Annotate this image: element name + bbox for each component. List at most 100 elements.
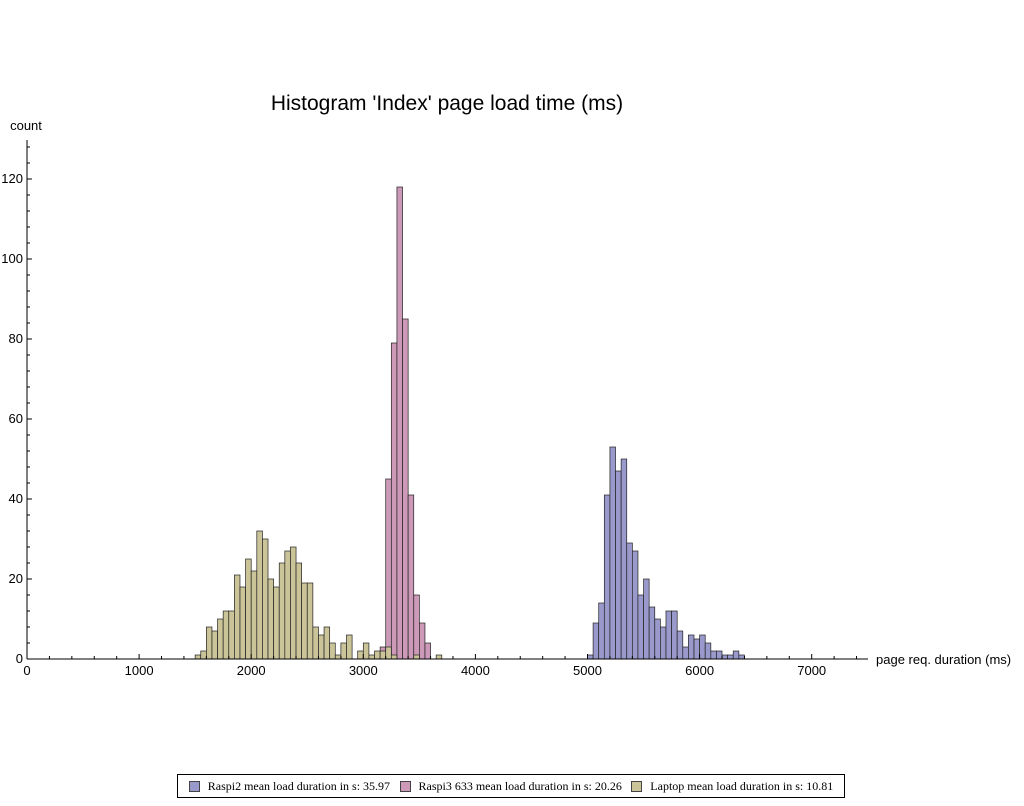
- bar-raspi2-5900: [688, 634, 695, 660]
- bar-laptop-1650: [211, 630, 218, 660]
- bar-raspi2-5550: [648, 606, 656, 660]
- y-axis-label: count: [10, 118, 42, 133]
- x-tick-label: 1000: [125, 663, 154, 678]
- x-tick-label: 0: [23, 663, 30, 678]
- bar-laptop-2200: [273, 586, 280, 660]
- y-tick-label: 40: [9, 491, 23, 506]
- y-tick-label: 60: [9, 411, 23, 426]
- x-axis-label: page req. duration (ms): [876, 652, 1011, 667]
- bar-laptop-3050: [368, 654, 375, 660]
- legend: Raspi2 mean load duration in s: 35.97 Ra…: [177, 774, 845, 798]
- y-tick-label: 0: [16, 651, 23, 666]
- bar-raspi2-5450: [637, 594, 644, 660]
- bar-laptop-1850: [234, 574, 241, 660]
- bar-laptop-2150: [267, 578, 274, 660]
- bar-raspi2-6100: [710, 650, 717, 660]
- bar-laptop-2500: [306, 582, 314, 660]
- chart-title: Histogram 'Index' page load time (ms): [271, 92, 623, 115]
- bar-raspi2-6200: [721, 654, 728, 660]
- bar-raspi2-5100: [598, 602, 605, 660]
- bar-raspi3-3550: [424, 642, 431, 660]
- x-tick-label: 6000: [685, 663, 714, 678]
- bar-raspi2-5750: [671, 610, 678, 660]
- bar-laptop-2400: [295, 562, 303, 660]
- bar-laptop-3150: [379, 650, 387, 660]
- x-tick-label: 3000: [349, 663, 378, 678]
- bar-raspi3-3300: [396, 186, 403, 660]
- y-tick-label: 20: [9, 571, 23, 586]
- bar-raspi2-5950: [693, 638, 700, 660]
- bar-raspi2-6000: [699, 634, 706, 660]
- bar-raspi2-6050: [704, 642, 712, 660]
- bar-raspi2-5150: [603, 494, 611, 660]
- legend-swatch-laptop: [631, 780, 643, 792]
- bar-laptop-2650: [323, 626, 331, 660]
- bar-raspi2-5650: [660, 626, 667, 660]
- bar-raspi2-5250: [615, 470, 622, 660]
- bar-laptop-2700: [329, 642, 336, 660]
- bar-raspi3-3400: [407, 494, 415, 660]
- y-tick-label: 120: [1, 171, 23, 186]
- y-tick-label: 80: [9, 331, 23, 346]
- bar-laptop-2450: [301, 582, 308, 660]
- x-tick-label: 2000: [237, 663, 266, 678]
- legend-entry-raspi3: Raspi3 633 mean load duration in s: 20.2…: [399, 778, 622, 794]
- bar-laptop-2750: [334, 654, 342, 660]
- bar-raspi3-3350: [402, 318, 409, 660]
- bar-laptop-2000: [250, 570, 258, 660]
- bar-laptop-1950: [245, 558, 252, 660]
- bar-raspi2-5200: [609, 446, 616, 660]
- bar-raspi2-5850: [682, 646, 689, 660]
- bar-raspi2-6350: [738, 654, 745, 660]
- bar-laptop-3000: [362, 642, 370, 660]
- bar-laptop-1550: [200, 650, 207, 660]
- legend-label-laptop: Laptop mean load duration in s: 10.81: [650, 778, 834, 793]
- bar-laptop-2550: [312, 626, 319, 660]
- bar-laptop-3100: [374, 650, 381, 660]
- bar-raspi3-3500: [419, 622, 426, 660]
- bar-laptop-2800: [340, 642, 347, 660]
- legend-swatch-raspi2: [188, 780, 200, 792]
- bar-raspi2-6300: [732, 650, 740, 660]
- bar-laptop-2050: [256, 530, 263, 660]
- x-tick-label: 4000: [461, 663, 490, 678]
- bar-raspi2-5050: [592, 622, 600, 660]
- bar-raspi2-6150: [716, 650, 723, 660]
- bar-raspi2-5800: [676, 630, 684, 660]
- legend-swatch-raspi3: [399, 780, 411, 792]
- legend-label-raspi3: Raspi3 633 mean load duration in s: 20.2…: [418, 778, 622, 793]
- bar-laptop-2100: [262, 538, 269, 660]
- bar-raspi2-5500: [643, 578, 650, 660]
- bar-laptop-3250: [390, 654, 398, 660]
- bar-raspi3-3450: [413, 594, 420, 660]
- bar-laptop-2850: [346, 634, 353, 660]
- bar-laptop-2300: [284, 550, 291, 660]
- x-tick-label: 5000: [573, 663, 602, 678]
- bar-laptop-2950: [357, 650, 364, 660]
- legend-entry-laptop: Laptop mean load duration in s: 10.81: [631, 779, 833, 794]
- bar-raspi2-5700: [665, 610, 672, 660]
- bar-laptop-1700: [217, 618, 224, 660]
- bar-laptop-1600: [206, 626, 213, 660]
- bar-laptop-1500: [194, 654, 202, 660]
- bar-raspi3-3200: [385, 478, 392, 660]
- bar-laptop-1800: [228, 610, 235, 660]
- axes-layer: 0 1000 2000 3000 4000 5000 6000 700020406080100…: [1, 140, 868, 678]
- bar-laptop-1900: [239, 586, 246, 660]
- legend-label-raspi2: Raspi2 mean load duration in s: 35.97: [207, 778, 391, 793]
- bar-raspi2-6250: [727, 654, 734, 660]
- bar-laptop-2250: [278, 562, 286, 660]
- bar-laptop-1750: [222, 610, 230, 660]
- bar-raspi2-5350: [626, 542, 633, 660]
- bar-raspi2-5000: [587, 654, 594, 660]
- bar-raspi2-5400: [631, 550, 639, 660]
- bar-raspi2-5300: [620, 458, 628, 660]
- legend-entry-raspi2: Raspi2 mean load duration in s: 35.97: [188, 778, 391, 794]
- bar-laptop-2600: [318, 634, 325, 660]
- y-tick-label: 100: [1, 251, 23, 266]
- bar-laptop-3200: [385, 646, 392, 660]
- bar-laptop-2350: [290, 546, 297, 660]
- bars-layer: [194, 186, 745, 660]
